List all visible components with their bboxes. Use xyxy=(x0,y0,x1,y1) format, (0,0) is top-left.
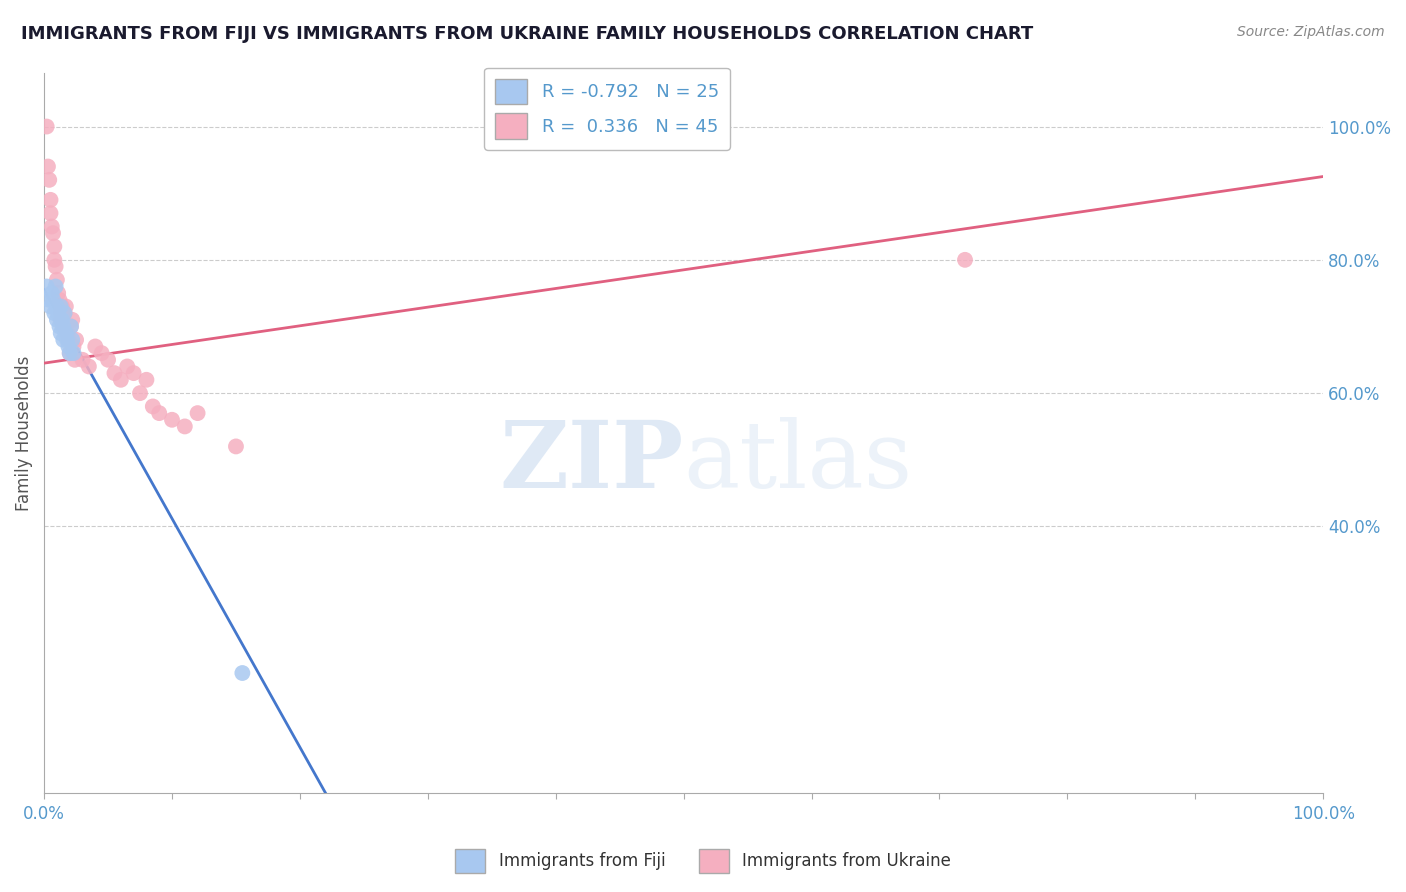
Point xyxy=(46,306,69,320)
Point xyxy=(49,326,72,340)
Point xyxy=(72,352,94,367)
Point xyxy=(231,666,253,681)
Point xyxy=(60,313,83,327)
Point xyxy=(45,279,67,293)
Point xyxy=(59,346,82,360)
Point xyxy=(51,313,73,327)
Legend: R = -0.792   N = 25, R =  0.336   N = 45: R = -0.792 N = 25, R = 0.336 N = 45 xyxy=(484,68,730,150)
Point xyxy=(52,319,75,334)
Point xyxy=(51,300,73,314)
Point xyxy=(65,333,87,347)
Point xyxy=(42,293,65,307)
Point xyxy=(63,352,86,367)
Point xyxy=(48,319,70,334)
Point xyxy=(52,319,75,334)
Legend: Immigrants from Fiji, Immigrants from Ukraine: Immigrants from Fiji, Immigrants from Uk… xyxy=(449,842,957,880)
Y-axis label: Family Households: Family Households xyxy=(15,355,32,511)
Point xyxy=(187,406,209,420)
Point xyxy=(148,406,170,420)
Point xyxy=(41,219,63,234)
Point xyxy=(142,400,165,414)
Point xyxy=(90,346,112,360)
Point xyxy=(53,306,76,320)
Point xyxy=(44,239,66,253)
Text: ZIP: ZIP xyxy=(499,417,683,507)
Point xyxy=(122,366,145,380)
Point xyxy=(39,206,62,220)
Point xyxy=(62,346,84,360)
Point xyxy=(103,366,125,380)
Point xyxy=(45,313,67,327)
Point xyxy=(160,413,183,427)
Point xyxy=(38,173,60,187)
Point xyxy=(38,293,60,307)
Point xyxy=(48,293,70,307)
Point xyxy=(45,260,67,274)
Point xyxy=(55,326,77,340)
Point xyxy=(49,300,72,314)
Point xyxy=(60,333,83,347)
Point xyxy=(44,306,66,320)
Point xyxy=(59,319,82,334)
Point xyxy=(56,326,79,340)
Point xyxy=(59,319,82,334)
Point xyxy=(42,226,65,240)
Point xyxy=(58,339,80,353)
Point xyxy=(35,279,58,293)
Point xyxy=(173,419,195,434)
Point xyxy=(135,373,157,387)
Text: Source: ZipAtlas.com: Source: ZipAtlas.com xyxy=(1237,25,1385,39)
Point xyxy=(117,359,139,374)
Point xyxy=(39,300,62,314)
Point xyxy=(77,359,100,374)
Point xyxy=(62,339,84,353)
Point xyxy=(49,313,72,327)
Point xyxy=(39,193,62,207)
Point xyxy=(41,286,63,301)
Point xyxy=(97,352,120,367)
Point xyxy=(52,333,75,347)
Point xyxy=(45,300,67,314)
Text: atlas: atlas xyxy=(683,417,912,507)
Point xyxy=(53,306,76,320)
Point xyxy=(56,333,79,347)
Point xyxy=(55,300,77,314)
Point xyxy=(110,373,132,387)
Point xyxy=(35,120,58,134)
Point xyxy=(46,286,69,301)
Point xyxy=(59,346,82,360)
Point xyxy=(49,306,72,320)
Point xyxy=(58,333,80,347)
Point xyxy=(84,339,107,353)
Point xyxy=(44,252,66,267)
Point xyxy=(225,439,247,453)
Point xyxy=(37,160,59,174)
Point xyxy=(129,386,152,401)
Text: IMMIGRANTS FROM FIJI VS IMMIGRANTS FROM UKRAINE FAMILY HOUSEHOLDS CORRELATION CH: IMMIGRANTS FROM FIJI VS IMMIGRANTS FROM … xyxy=(21,25,1033,43)
Point xyxy=(953,252,976,267)
Point xyxy=(45,273,67,287)
